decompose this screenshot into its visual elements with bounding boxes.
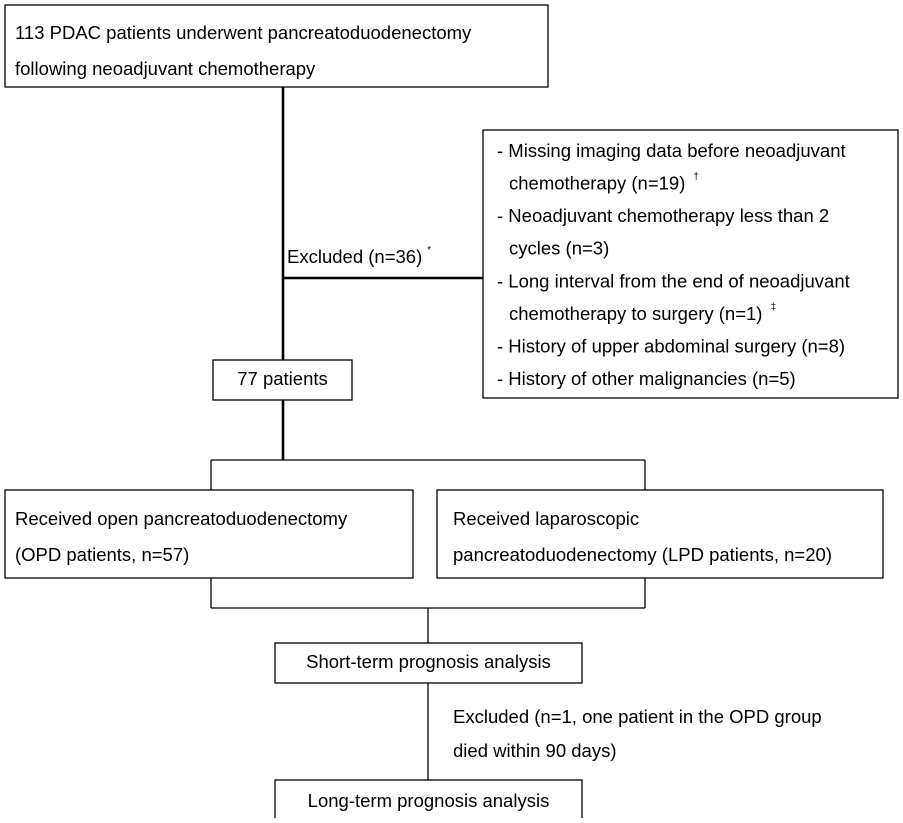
exclusion-reason: cycles (n=3): [509, 238, 609, 259]
included-text: 77 patients: [237, 368, 328, 389]
exclusion-box: [482, 129, 899, 399]
short-term-text: Short-term prognosis analysis: [306, 651, 551, 672]
exclusion-reason-text: - History of other malignancies (n=5): [497, 368, 796, 389]
footnote-mark: *: [427, 245, 431, 256]
exclusion-reason-text: - History of upper abdominal surgery (n=…: [497, 335, 845, 356]
exclusion-reason-text: - Long interval from the end of neoadjuv…: [497, 270, 850, 291]
exclusion-2-text: died within 90 days): [453, 740, 617, 761]
start-box: [4, 4, 549, 88]
footnote-mark: †: [693, 171, 699, 182]
exclusion-label-text: Excluded (n=36): [287, 246, 422, 267]
laparoscopic-group-box: [436, 489, 884, 579]
exclusion-label: Excluded (n=36) *: [287, 245, 431, 267]
exclusion-reason: - Long interval from the end of neoadjuv…: [497, 270, 850, 291]
group-text: Received laparoscopic: [453, 508, 639, 529]
exclusion-reason: - Missing imaging data before neoadjuvan…: [497, 140, 846, 161]
long-term-box: [274, 779, 583, 821]
open-group-box: [4, 489, 414, 579]
exclusion-reason-text: chemotherapy to surgery (n=1): [509, 303, 762, 324]
group-text: pancreatoduodenectomy (LPD patients, n=2…: [453, 544, 832, 565]
group-text: (OPD patients, n=57): [15, 544, 189, 565]
exclusion-2-text: Excluded (n=1, one patient in the OPD gr…: [453, 706, 822, 727]
exclusion-reason-text: - Neoadjuvant chemotherapy less than 2: [497, 205, 829, 226]
exclusion-reason-text: - Missing imaging data before neoadjuvan…: [497, 140, 846, 161]
exclusion-reason: - History of upper abdominal surgery (n=…: [497, 335, 845, 356]
exclusion-reason: - History of other malignancies (n=5): [497, 368, 796, 389]
exclusion-reason: chemotherapy to surgery (n=1) ‡: [509, 301, 776, 323]
exclusion-reason: chemotherapy (n=19) †: [509, 171, 699, 193]
exclusion-reason-text: cycles (n=3): [509, 238, 609, 259]
footnote-mark: ‡: [770, 301, 776, 312]
exclusion-reason: - Neoadjuvant chemotherapy less than 2: [497, 205, 829, 226]
start-text: following neoadjuvant chemotherapy: [15, 58, 316, 79]
short-term-box: [274, 642, 583, 684]
long-term-text: Long-term prognosis analysis: [308, 790, 550, 811]
start-text: 113 PDAC patients underwent pancreatoduo…: [15, 22, 472, 43]
exclusion-reasons: - Missing imaging data before neoadjuvan…: [497, 140, 850, 389]
included-box: [212, 359, 353, 401]
group-text: Received open pancreatoduodenectomy: [15, 508, 348, 529]
exclusion-reason-text: chemotherapy (n=19): [509, 172, 685, 193]
